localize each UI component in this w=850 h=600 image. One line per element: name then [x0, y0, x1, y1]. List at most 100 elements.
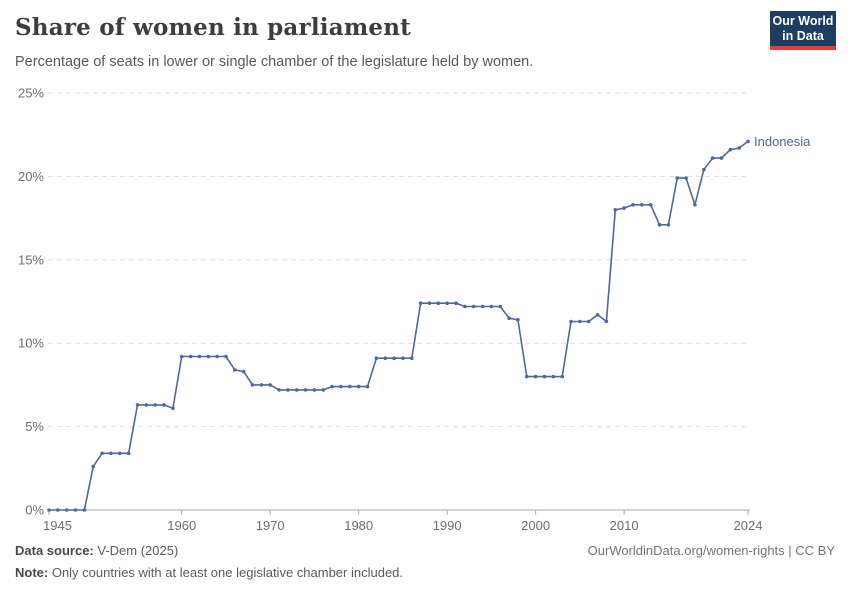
data-point[interactable] — [648, 203, 653, 207]
data-point[interactable] — [410, 356, 414, 361]
data-point[interactable] — [224, 354, 228, 359]
y-axis-tick-label: 25% — [18, 86, 44, 101]
data-point[interactable] — [702, 167, 706, 172]
data-point[interactable] — [551, 374, 556, 379]
data-point[interactable] — [215, 354, 219, 359]
data-point[interactable] — [427, 301, 432, 305]
data-point[interactable] — [241, 369, 246, 374]
data-point[interactable] — [586, 319, 591, 324]
data-point[interactable] — [533, 374, 538, 379]
data-point[interactable] — [604, 319, 609, 324]
data-point[interactable] — [657, 223, 662, 227]
data-point[interactable] — [489, 304, 494, 309]
data-point[interactable] — [525, 374, 529, 379]
data-point[interactable] — [56, 508, 60, 512]
data-point[interactable] — [73, 508, 78, 512]
data-point[interactable] — [684, 176, 688, 180]
x-axis-tick-label: 1960 — [167, 518, 196, 533]
line-chart-canvas[interactable]: 0% 5% 10% 15% 20% 25% 1945 1960 1970 1980 1990 2000… — [0, 80, 850, 535]
data-point[interactable] — [197, 354, 202, 359]
data-point[interactable] — [392, 356, 396, 361]
data-point[interactable] — [162, 403, 166, 407]
data-point[interactable] — [613, 208, 618, 212]
data-point[interactable] — [126, 451, 131, 456]
data-point[interactable] — [339, 384, 343, 389]
data-point[interactable] — [463, 304, 467, 309]
data-point[interactable] — [277, 388, 281, 392]
x-axis-tick-label: 1970 — [256, 518, 285, 533]
data-source-line: Data source: V-Dem (2025) — [15, 540, 835, 562]
data-point[interactable] — [569, 319, 573, 324]
data-point[interactable] — [144, 403, 149, 407]
data-point[interactable] — [746, 139, 750, 144]
data-source-label: Data source: — [15, 543, 94, 558]
data-point[interactable] — [542, 374, 547, 379]
chart-title: Share of women in parliament — [15, 14, 411, 41]
data-point[interactable] — [259, 383, 264, 387]
data-point[interactable] — [374, 356, 379, 361]
series-label-indonesia[interactable]: Indonesia — [754, 134, 811, 149]
data-point[interactable] — [312, 388, 317, 392]
y-axis-tick-label: 0% — [25, 503, 44, 518]
data-point[interactable] — [100, 451, 104, 456]
data-point[interactable] — [710, 156, 715, 160]
data-point[interactable] — [622, 206, 626, 210]
data-point[interactable] — [109, 451, 113, 456]
data-point[interactable] — [507, 316, 511, 320]
data-point[interactable] — [64, 508, 69, 512]
data-point[interactable] — [719, 156, 724, 160]
data-point[interactable] — [436, 301, 441, 305]
data-point[interactable] — [471, 304, 476, 309]
data-point[interactable] — [250, 383, 255, 387]
data-point[interactable] — [118, 451, 122, 456]
data-source-text: V-Dem (2025) — [93, 543, 179, 558]
data-point[interactable] — [401, 356, 405, 361]
data-point[interactable] — [480, 304, 485, 309]
data-point[interactable] — [47, 508, 51, 512]
data-point[interactable] — [595, 313, 600, 317]
data-point[interactable] — [188, 354, 193, 359]
chart-footer: Data source: V-Dem (2025) Note: Only cou… — [15, 540, 835, 584]
data-point[interactable] — [153, 403, 157, 407]
data-point[interactable] — [303, 388, 308, 392]
note-text: Only countries with at least one legisla… — [48, 564, 404, 580]
chart-subtitle: Percentage of seats in lower or single c… — [15, 54, 534, 70]
data-point[interactable] — [179, 354, 184, 359]
data-point[interactable] — [294, 388, 299, 392]
data-point[interactable] — [516, 318, 520, 322]
data-point[interactable] — [356, 384, 361, 389]
trend-line — [49, 140, 749, 511]
data-point[interactable] — [560, 374, 564, 379]
data-point[interactable] — [728, 147, 733, 152]
data-point[interactable] — [675, 176, 679, 180]
data-point[interactable] — [640, 203, 644, 207]
x-axis-tick-label: 2010 — [610, 518, 639, 533]
data-point[interactable] — [498, 304, 503, 309]
data-point[interactable] — [578, 319, 582, 324]
x-axis-tick-label: 2024 — [734, 518, 763, 533]
data-point[interactable] — [418, 301, 423, 305]
data-point[interactable] — [91, 464, 95, 469]
data-point[interactable] — [321, 388, 326, 392]
data-point[interactable] — [631, 203, 635, 207]
data-point[interactable] — [233, 368, 237, 372]
data-point[interactable] — [693, 203, 697, 207]
data-point[interactable] — [268, 383, 273, 387]
y-axis-tick-label: 5% — [25, 419, 44, 434]
data-point[interactable] — [383, 356, 388, 361]
data-point[interactable] — [445, 301, 450, 305]
data-point[interactable] — [737, 146, 741, 150]
data-point[interactable] — [454, 301, 458, 305]
data-point[interactable] — [286, 388, 290, 392]
data-point[interactable] — [330, 384, 334, 389]
data-point[interactable] — [206, 354, 211, 359]
data-point[interactable] — [135, 403, 140, 407]
data-point[interactable] — [365, 384, 370, 389]
owid-url-link[interactable]: OurWorldinData.org/women-rights | CC BY — [587, 543, 835, 558]
data-point[interactable] — [666, 223, 671, 227]
data-point[interactable] — [348, 384, 352, 389]
y-axis-tick-label: 15% — [18, 252, 44, 267]
owid-logo[interactable]: Our World in Data — [770, 11, 836, 50]
data-point[interactable] — [171, 406, 175, 411]
data-point[interactable] — [82, 508, 87, 512]
